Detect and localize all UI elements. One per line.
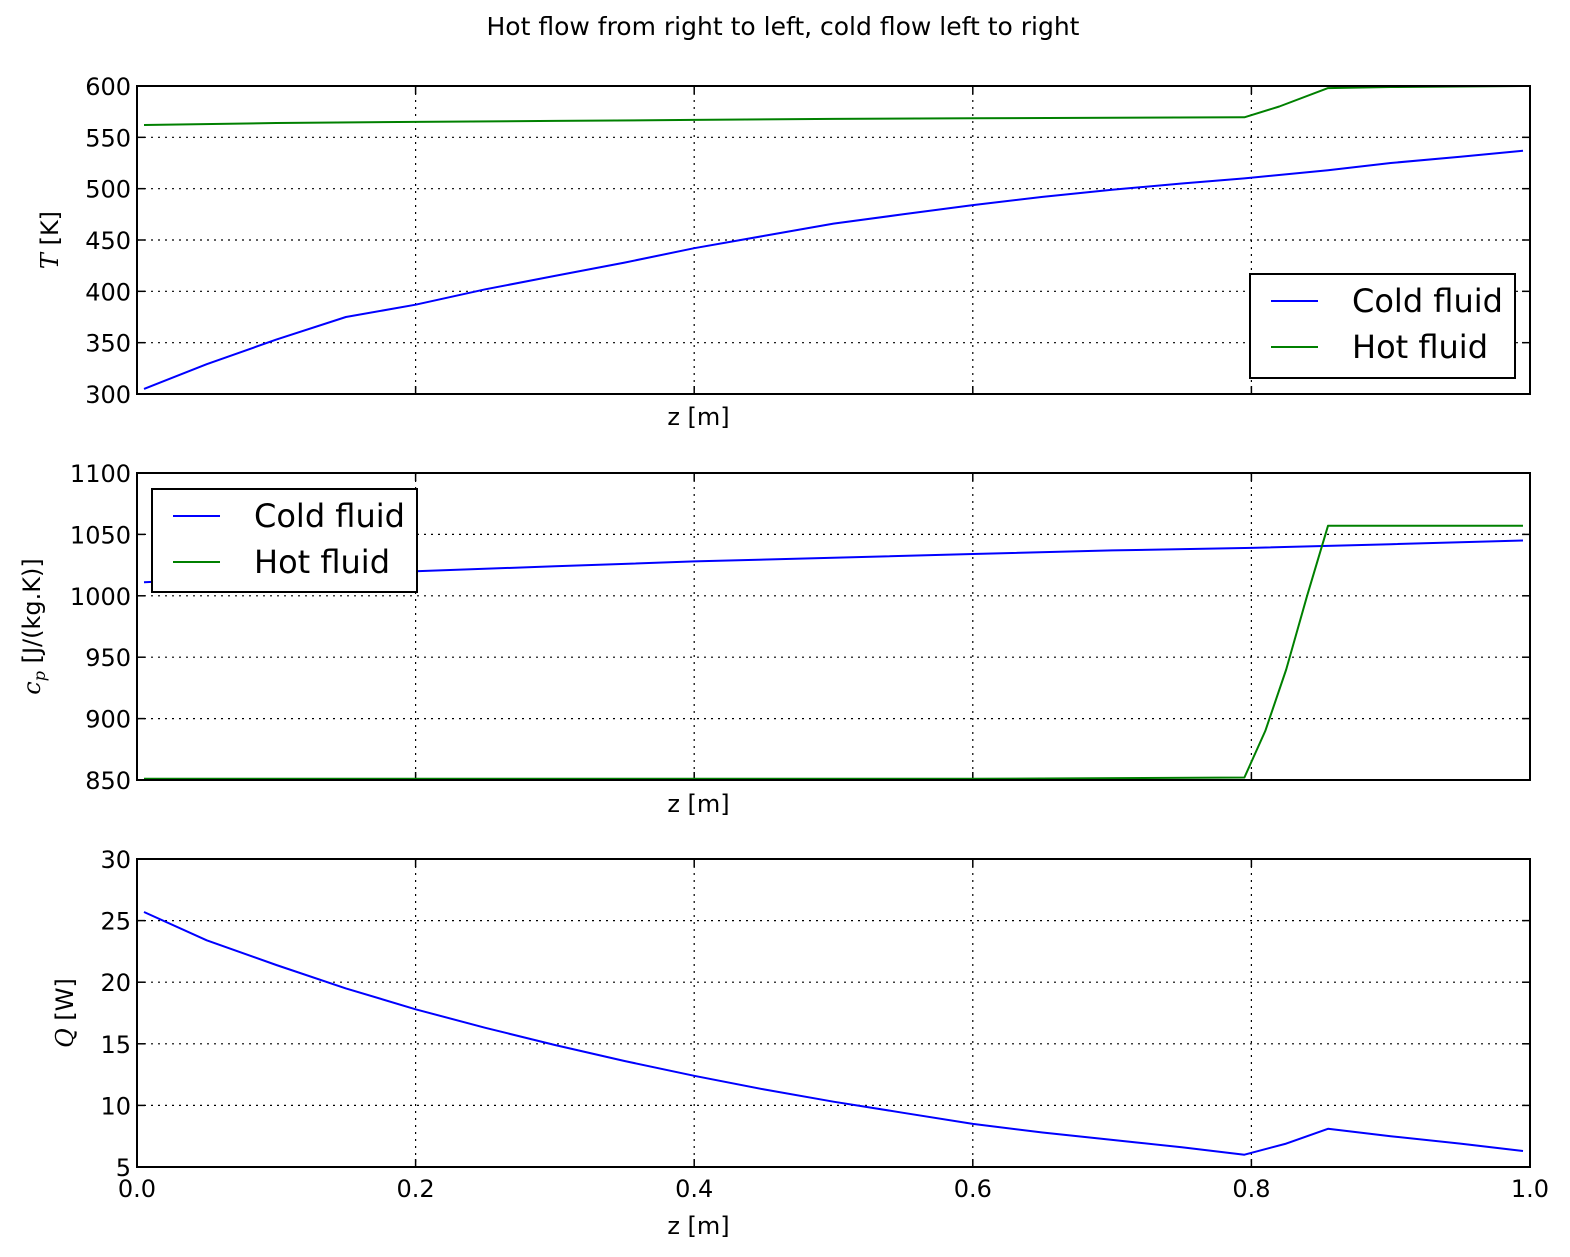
y-axis-unit: [W] bbox=[51, 978, 79, 1028]
x-axis-label: z [m] bbox=[667, 403, 729, 431]
y-axis-label: cp [J/(kg.K)] bbox=[18, 558, 49, 694]
y-tick-label: 20 bbox=[100, 969, 131, 997]
plots-container: 300 350 400 450 500 550 600 z [m] T [K] Cold flui… bbox=[18, 73, 1549, 1240]
y-tick-label: 850 bbox=[85, 767, 131, 795]
y-tick-label: 15 bbox=[100, 1031, 131, 1059]
y-axis-symbol: T bbox=[36, 251, 64, 269]
y-tick-label: 1100 bbox=[70, 460, 131, 488]
legend-label: Hot fluid bbox=[1352, 328, 1488, 366]
y-tick-label: 25 bbox=[100, 908, 131, 936]
legend-label: Cold fluid bbox=[1352, 282, 1503, 320]
series-line-cold-fluid bbox=[143, 149, 1524, 390]
x-tick-label: 0.8 bbox=[1232, 1175, 1270, 1203]
y-tick-label: 550 bbox=[85, 124, 131, 152]
x-tick-label: 0.2 bbox=[397, 1175, 435, 1203]
series-line-q bbox=[143, 911, 1524, 1156]
axes-frame bbox=[136, 472, 1531, 781]
y-tick-label: 350 bbox=[85, 330, 131, 358]
y-axis-symbol: Q bbox=[51, 1028, 79, 1048]
legend-label: Hot fluid bbox=[254, 543, 390, 581]
legend: Cold fluid Hot fluid bbox=[151, 488, 418, 593]
subplot-1: 300 350 400 450 500 550 600 z [m] T [K] Cold flui… bbox=[36, 73, 1531, 431]
y-tick-label: 300 bbox=[85, 381, 131, 409]
x-tick-label: 1.0 bbox=[1511, 1175, 1549, 1203]
axes-frame bbox=[136, 858, 1531, 1168]
y-tick-label: 400 bbox=[85, 278, 131, 306]
legend-box bbox=[1249, 273, 1516, 379]
y-tick-label: 10 bbox=[100, 1092, 131, 1120]
x-tick-label: 0.4 bbox=[675, 1175, 713, 1203]
legend: Cold fluid Hot fluid bbox=[1249, 273, 1516, 379]
y-tick-label: 30 bbox=[100, 846, 131, 874]
series-line-hot-fluid bbox=[144, 524, 1523, 780]
x-axis-label: z [m] bbox=[667, 790, 729, 818]
y-axis-label: T [K] bbox=[36, 211, 64, 269]
y-tick-label: 500 bbox=[85, 176, 131, 204]
y-axis-unit: [J/(kg.K)] bbox=[18, 558, 46, 671]
legend-box bbox=[151, 488, 418, 593]
y-tick-label: 950 bbox=[85, 644, 131, 672]
y-axis-subscript: p bbox=[30, 671, 49, 681]
y-tick-label: 5 bbox=[116, 1154, 131, 1182]
x-tick-label: 0.6 bbox=[954, 1175, 992, 1203]
y-tick-label: 450 bbox=[85, 227, 131, 255]
legend-label: Cold fluid bbox=[254, 497, 405, 535]
y-axis-symbol: c bbox=[18, 681, 46, 694]
subplot-2: 850 900 950 1000 1050 1100 z [m] cp [J/(kg.K)] C… bbox=[18, 460, 1531, 818]
y-tick-label: 600 bbox=[85, 73, 131, 101]
y-tick-label: 1000 bbox=[70, 583, 131, 611]
series-line-hot-fluid bbox=[143, 85, 1524, 126]
y-tick-label: 1050 bbox=[70, 521, 131, 549]
x-tick-label: 0.0 bbox=[118, 1175, 156, 1203]
figure-title: Hot flow from right to left, cold flow l… bbox=[487, 12, 1080, 41]
y-axis-label: Q [W] bbox=[51, 978, 79, 1048]
y-tick-label: 900 bbox=[85, 706, 131, 734]
subplot-3: 5 10 15 20 25 30 0.0 0.2 0.4 0.6 0.8 1.0 z [m] Q [W] bbox=[51, 846, 1549, 1240]
x-axis-label: z [m] bbox=[667, 1212, 729, 1240]
axes-frame bbox=[136, 85, 1531, 395]
y-axis-unit: [K] bbox=[36, 211, 64, 253]
